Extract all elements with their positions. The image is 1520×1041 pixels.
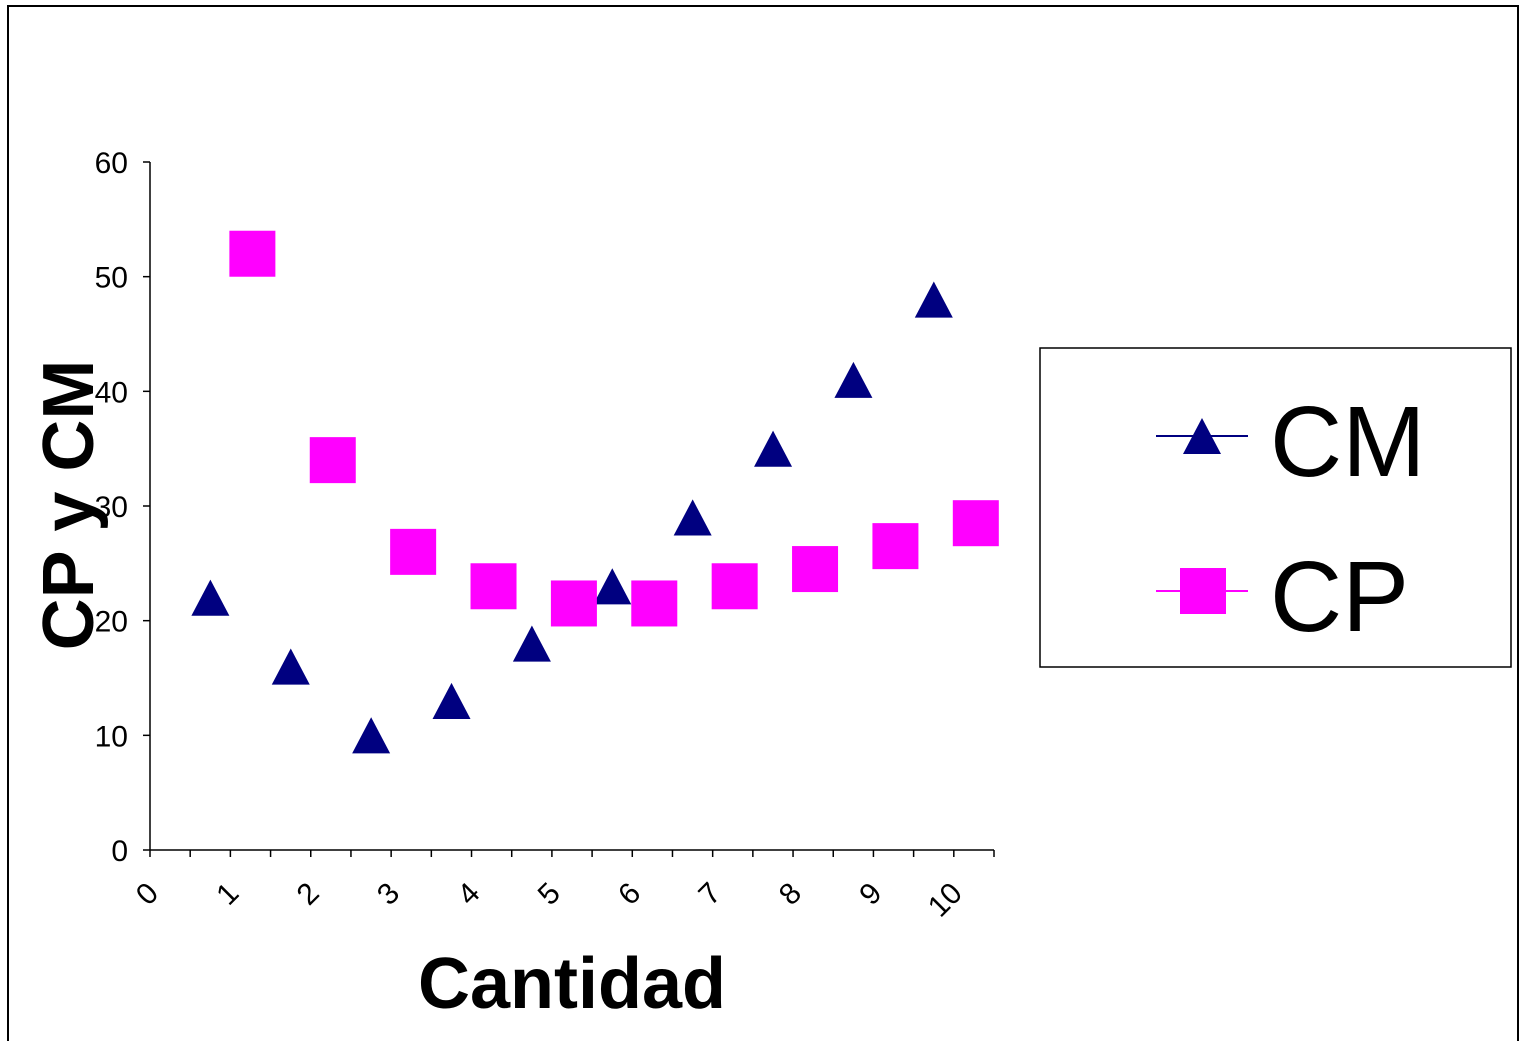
cm-point [914, 281, 953, 318]
y-tick-label: 10 [95, 720, 128, 753]
cp-point [952, 500, 999, 547]
cp-point [229, 230, 276, 277]
cp-point [309, 437, 356, 484]
cp-point [711, 563, 758, 610]
cp-point [792, 546, 839, 593]
series-layer [191, 230, 999, 754]
cp-point [872, 523, 919, 570]
y-tick-label: 50 [95, 262, 128, 295]
cm-point [673, 499, 712, 536]
legend-square-marker [1180, 568, 1226, 614]
cm-point [191, 579, 230, 616]
legend-entry-cp: CP [1156, 541, 1409, 653]
cm-point [432, 682, 471, 719]
cm-point [593, 568, 632, 605]
legend-label: CP [1270, 541, 1409, 653]
legend-triangle-marker [1183, 417, 1221, 455]
y-tick-label: 0 [111, 835, 128, 868]
legend-entry-cm: CM [1156, 386, 1426, 498]
cp-point [631, 580, 678, 627]
cm-point [352, 717, 391, 754]
y-tick-label: 20 [95, 606, 128, 639]
cm-point [834, 361, 873, 398]
cp-point [390, 528, 437, 575]
cp-point [550, 580, 597, 627]
legend-label: CM [1270, 386, 1426, 498]
series-cm [191, 281, 953, 754]
x-axis-title: Cantidad [418, 944, 726, 1024]
y-tick-label: 30 [95, 491, 128, 524]
y-tick-label: 60 [95, 147, 128, 180]
y-tick-label: 40 [95, 376, 128, 409]
cm-point [271, 648, 310, 685]
series-cp [229, 230, 999, 627]
cm-point [512, 625, 551, 662]
legend: CM CP [1039, 347, 1512, 668]
legend-box [1039, 347, 1512, 668]
cp-point [470, 563, 517, 610]
y-ticks: 0 10 20 30 40 50 60 [95, 147, 150, 868]
cm-point [754, 430, 793, 467]
y-axis-title: CP y CM [29, 360, 109, 651]
